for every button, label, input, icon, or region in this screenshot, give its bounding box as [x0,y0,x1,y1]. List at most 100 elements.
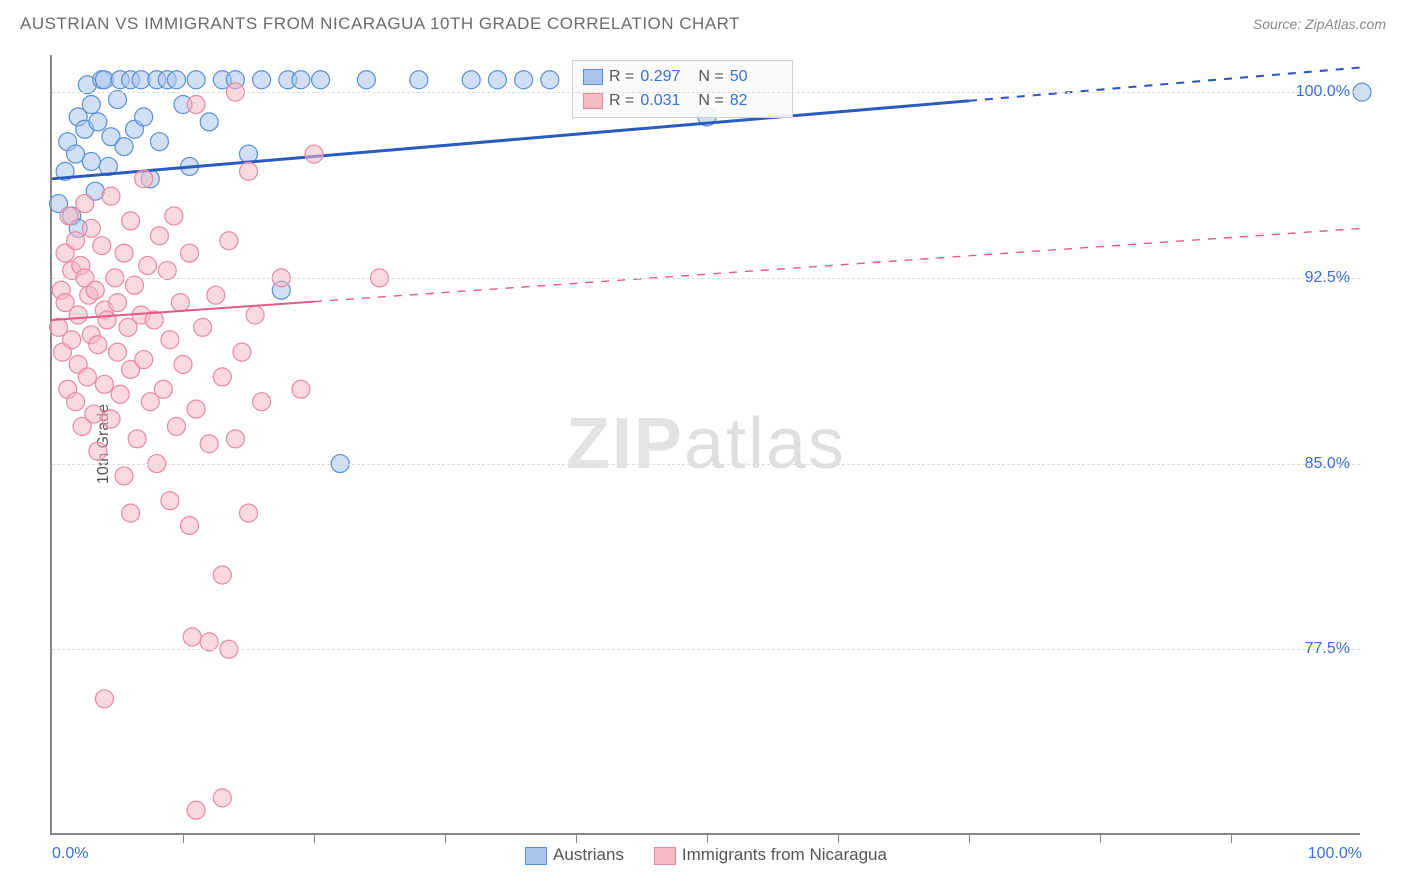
data-point [312,71,330,89]
data-point [86,281,104,299]
data-point [102,410,120,428]
data-point [200,435,218,453]
chart-source: Source: ZipAtlas.com [1253,16,1386,32]
data-point [305,145,323,163]
data-point [135,108,153,126]
data-point [187,96,205,114]
data-point [122,212,140,230]
data-point [139,256,157,274]
y-tick-label: 77.5% [1305,640,1350,658]
data-point [171,294,189,312]
data-point [109,294,127,312]
legend-r-value: 0.297 [640,65,692,89]
data-point [200,633,218,651]
data-point [240,162,258,180]
data-point [181,516,199,534]
data-point [128,430,146,448]
plot-area: 10th Grade ZIPatlas R =0.297N =50R =0.03… [50,55,1360,835]
series-legend: Austrians Immigrants from Nicaragua [52,845,1360,865]
data-point [78,368,96,386]
data-point [207,286,225,304]
data-point [89,442,107,460]
trendline-dashed [314,228,1362,301]
data-point [488,71,506,89]
legend-item: Immigrants from Nicaragua [654,845,887,865]
data-point [253,71,271,89]
y-tick-label: 85.0% [1305,455,1350,473]
chart-header: AUSTRIAN VS IMMIGRANTS FROM NICARAGUA 10… [0,0,1406,48]
correlation-legend: R =0.297N =50R =0.031N =82 [572,60,793,118]
data-point [357,71,375,89]
data-point [95,375,113,393]
data-point [167,71,185,89]
data-point [109,343,127,361]
legend-item: Austrians [525,845,624,865]
data-point [135,170,153,188]
x-tick [969,833,970,843]
legend-r-label: R = [609,65,634,89]
data-point [292,380,310,398]
data-point [85,405,103,423]
data-point [541,71,559,89]
data-point [111,385,129,403]
data-point [167,417,185,435]
data-point [69,306,87,324]
data-point [174,356,192,374]
chart-svg [52,55,1360,833]
x-tick [445,833,446,843]
data-point [187,71,205,89]
data-point [126,276,144,294]
data-point [213,566,231,584]
data-point [67,232,85,250]
data-point [183,628,201,646]
gridline [52,649,1360,650]
data-point [410,71,428,89]
data-point [135,351,153,369]
data-point [89,113,107,131]
legend-swatch [525,847,547,865]
x-tick [1231,833,1232,843]
data-point [82,96,100,114]
data-point [154,380,172,398]
data-point [98,311,116,329]
x-tick-label-min: 0.0% [52,845,88,863]
data-point [115,467,133,485]
legend-n-label: N = [698,65,723,89]
data-point [226,430,244,448]
data-point [240,504,258,522]
data-point [93,237,111,255]
data-point [109,91,127,109]
data-point [220,232,238,250]
data-point [115,244,133,262]
data-point [187,801,205,819]
x-tick-label-max: 100.0% [1308,845,1362,863]
legend-label: Austrians [553,845,624,864]
x-tick [707,833,708,843]
data-point [253,393,271,411]
data-point [213,368,231,386]
data-point [194,318,212,336]
legend-label: Immigrants from Nicaragua [682,845,887,864]
data-point [122,504,140,522]
data-point [213,789,231,807]
x-tick [183,833,184,843]
data-point [82,219,100,237]
data-point [150,227,168,245]
gridline [52,278,1360,279]
trendline-solid [52,101,969,179]
data-point [95,690,113,708]
legend-swatch [583,93,603,109]
x-tick [1100,833,1101,843]
x-tick [838,833,839,843]
data-point [187,400,205,418]
legend-swatch [583,69,603,85]
data-point [67,393,85,411]
data-point [60,207,78,225]
gridline [52,92,1360,93]
data-point [161,331,179,349]
data-point [89,336,107,354]
gridline [52,464,1360,465]
data-point [82,152,100,170]
legend-row: R =0.297N =50 [583,65,782,89]
data-point [515,71,533,89]
